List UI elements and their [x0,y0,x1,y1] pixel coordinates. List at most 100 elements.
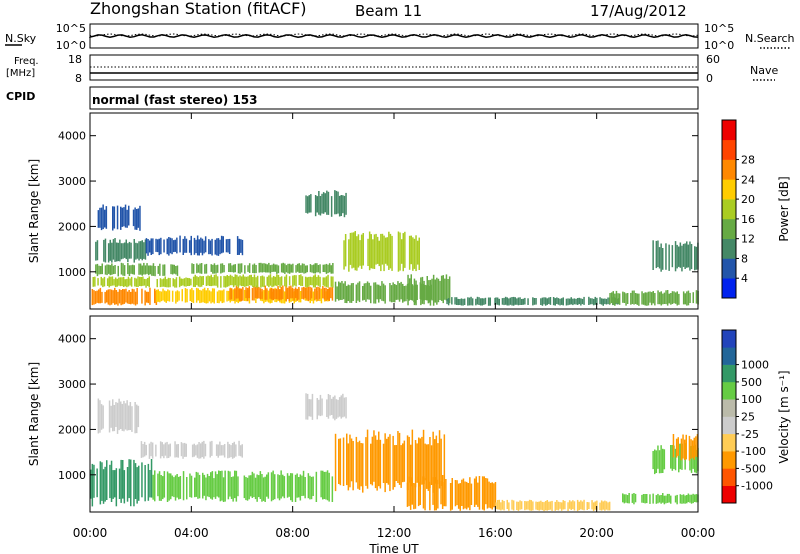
noise-right-tick-top: 10^5 [704,22,734,35]
power-cell [382,283,385,302]
power-cell [98,265,100,275]
velocity-cell [147,463,150,501]
velocity-cell [642,494,645,503]
velocity-cell [663,495,666,505]
velocity-y-tick-label: 1000 [58,469,86,482]
freq-traces [90,66,698,74]
power-cell [300,274,302,286]
power-cell [106,278,109,286]
power-cell [599,297,601,305]
power-cell [169,237,172,254]
velocity-cell [342,393,344,418]
power-cell [172,278,174,287]
velocity-cell [235,444,237,457]
power-cell [199,263,201,274]
velocity-cell [657,493,659,504]
power-cell [286,287,289,300]
power-cell [367,238,369,266]
power-cell [335,190,338,215]
power-cell [218,290,220,304]
power-cell [192,276,195,287]
velocity-cell [180,442,183,457]
velocity-cell [305,393,307,420]
power-cell [191,263,193,274]
power-colorbar: 28 24 20 16 12 8 4 Power [dB] [721,119,791,299]
power-cell [152,263,155,276]
velocity-cell [449,483,452,511]
power-cell [210,264,212,272]
power-cell [332,276,334,288]
power-cell [276,264,278,274]
velocity-cell [340,395,342,419]
power-cell [437,278,440,303]
power-cell [122,289,124,305]
velocity-cell [311,393,314,420]
power-colorbar-label: Power [dB] [777,176,791,241]
velocity-cell [352,441,354,491]
power-cell [689,241,691,271]
power-cell [434,279,436,303]
velocity-cell [227,441,229,459]
power-cell [202,288,204,303]
velocity-cell [321,398,323,416]
velocity-cell [655,495,658,504]
power-cell [123,289,126,304]
power-cell [682,243,685,267]
power-cell [314,288,316,301]
power-colorbar-swatch [722,238,736,259]
velocity-cell [134,402,136,434]
velocity-cell [205,477,207,501]
power-cell [676,291,678,306]
power-cell [220,263,222,274]
power-cell [568,298,571,305]
power-cell [139,263,142,275]
power-cell [133,289,135,305]
velocity-cell [435,477,437,511]
power-cell [189,289,191,301]
power-cell [201,238,204,256]
velocity-cell [254,477,257,500]
velocity-cell [332,396,334,419]
power-cell [242,287,244,301]
velocity-cell [152,474,154,500]
power-cell [183,278,186,287]
power-cell [288,286,290,302]
power-cell [125,239,127,260]
power-cell [240,276,243,287]
velocity-cell [429,481,431,511]
power-cell [583,296,585,305]
power-region [97,204,141,231]
velocity-cell [234,470,236,499]
power-cell [221,290,223,304]
power-cell [400,239,403,264]
power-cell [660,291,662,306]
velocity-cell [270,472,273,502]
velocity-cell [113,405,116,432]
velocity-cell [266,474,268,497]
power-cell [694,246,696,271]
power-cell [307,286,310,302]
velocity-cell [186,477,188,500]
power-region [95,262,179,277]
power-cell [268,275,270,288]
power-cell [470,296,472,306]
velocity-cell [196,444,199,458]
power-y-tick-label: 4000 [58,130,86,143]
velocity-cell [591,500,593,510]
power-cell [570,297,572,305]
power-cell [205,290,207,304]
velocity-cell [307,473,310,499]
power-colorbar-tick-label: 16 [741,213,755,226]
power-cell [118,289,121,304]
velocity-cell [660,445,662,474]
power-cell [107,289,110,305]
power-cell [292,275,294,287]
velocity-cell [294,474,297,502]
power-cell [552,297,555,306]
velocity-cell [625,494,627,503]
power-cell [197,277,200,287]
velocity-cell [126,400,128,431]
power-colorbar-swatch [722,139,736,160]
power-cell [199,289,201,304]
velocity-cell [178,476,180,500]
